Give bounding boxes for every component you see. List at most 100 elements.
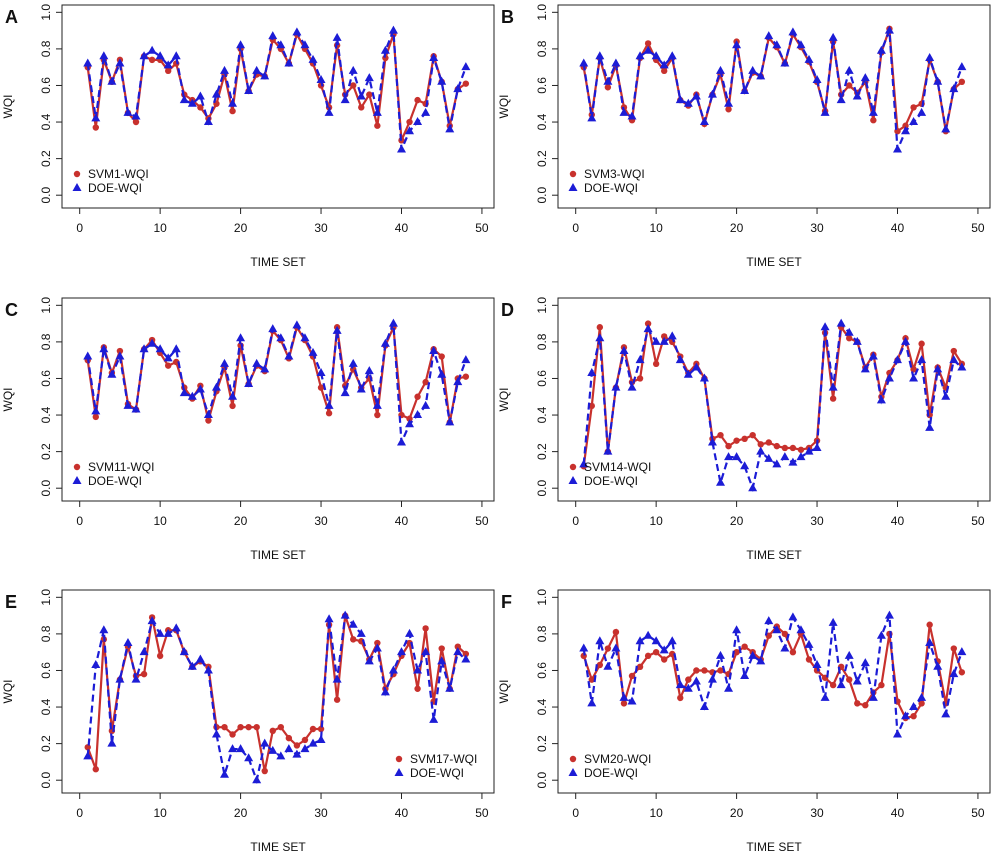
panel-label: C: [5, 300, 18, 320]
point: [909, 702, 919, 711]
point: [595, 51, 605, 60]
point: [324, 614, 334, 623]
point: [780, 452, 790, 461]
point: [724, 98, 734, 107]
point: [820, 322, 830, 331]
panel: B WQI TIME SET 0.0 0.2 0.4 0.6 0.8 1.0 0 10 20 30 40 5…: [497, 4, 991, 269]
x-tick-label: 50: [971, 221, 985, 235]
point: [878, 681, 885, 689]
point: [603, 446, 613, 455]
point: [804, 639, 814, 648]
point: [348, 619, 358, 628]
series-line: [86, 615, 467, 772]
y-tick-label: 0.4: [39, 406, 53, 423]
panel-label: E: [5, 592, 17, 612]
point: [380, 45, 390, 54]
point: [333, 696, 341, 703]
point: [123, 107, 133, 116]
point: [107, 369, 117, 378]
point: [829, 681, 837, 689]
point: [732, 625, 742, 634]
point: [132, 118, 140, 126]
point: [667, 636, 677, 645]
point: [636, 375, 644, 382]
point: [237, 723, 244, 731]
x-axis-label: TIME SET: [250, 840, 306, 852]
point: [422, 378, 429, 386]
point: [852, 91, 862, 100]
point: [205, 417, 212, 424]
point: [244, 85, 254, 94]
point: [917, 355, 927, 364]
x-tick-label: 20: [730, 221, 744, 235]
point: [909, 373, 919, 382]
point: [99, 625, 109, 634]
point: [579, 58, 589, 67]
y-tick-label: 0.6: [535, 77, 549, 94]
point: [155, 344, 165, 353]
point: [707, 674, 717, 683]
x-tick-label: 0: [572, 221, 579, 235]
point: [164, 362, 172, 369]
point: [83, 351, 93, 360]
y-tick-label: 1.0: [39, 589, 53, 606]
x-tick-label: 30: [314, 806, 328, 820]
point: [413, 117, 423, 126]
point: [901, 711, 911, 720]
point: [414, 96, 421, 104]
point: [388, 25, 398, 34]
x-axis-label: TIME SET: [250, 548, 306, 562]
point: [836, 680, 846, 689]
point: [203, 410, 213, 419]
point: [83, 58, 93, 67]
point: [627, 696, 637, 705]
point: [740, 85, 750, 94]
point: [643, 630, 653, 639]
y-tick-label: 0.4: [535, 113, 549, 130]
point: [308, 738, 318, 747]
point: [348, 358, 358, 367]
panel-label: D: [501, 300, 514, 320]
point: [148, 56, 156, 64]
point: [611, 382, 621, 391]
point: [187, 391, 197, 400]
point: [828, 32, 838, 41]
point: [918, 700, 925, 707]
x-axis-label: TIME SET: [746, 840, 802, 852]
point: [757, 441, 764, 448]
point: [92, 124, 99, 131]
point: [651, 336, 661, 345]
point: [252, 65, 262, 74]
point: [917, 692, 927, 701]
point: [910, 366, 917, 373]
y-tick-label: 1.0: [39, 297, 53, 314]
point: [756, 656, 766, 665]
panel: D WQI TIME SET 0.0 0.2 0.4 0.6 0.8 1.0 0 10 20 30 40 5…: [497, 297, 991, 562]
x-tick-label: 50: [475, 806, 489, 820]
point: [228, 98, 238, 107]
point: [862, 702, 869, 709]
point: [414, 685, 421, 692]
y-tick-label: 0.6: [535, 662, 549, 679]
point: [699, 702, 709, 711]
point: [660, 67, 668, 75]
point: [949, 669, 959, 678]
point: [643, 45, 653, 54]
point: [852, 336, 862, 345]
point: [748, 650, 758, 659]
point: [437, 656, 447, 665]
point: [925, 638, 935, 647]
point: [781, 444, 789, 452]
point: [644, 652, 652, 660]
point: [374, 122, 381, 129]
point: [860, 73, 870, 82]
point: [635, 51, 645, 60]
point: [725, 106, 732, 113]
point: [764, 616, 774, 625]
point: [91, 659, 101, 668]
point: [587, 698, 597, 707]
point: [268, 31, 278, 40]
point: [675, 680, 685, 689]
plot-frame: [61, 589, 495, 794]
